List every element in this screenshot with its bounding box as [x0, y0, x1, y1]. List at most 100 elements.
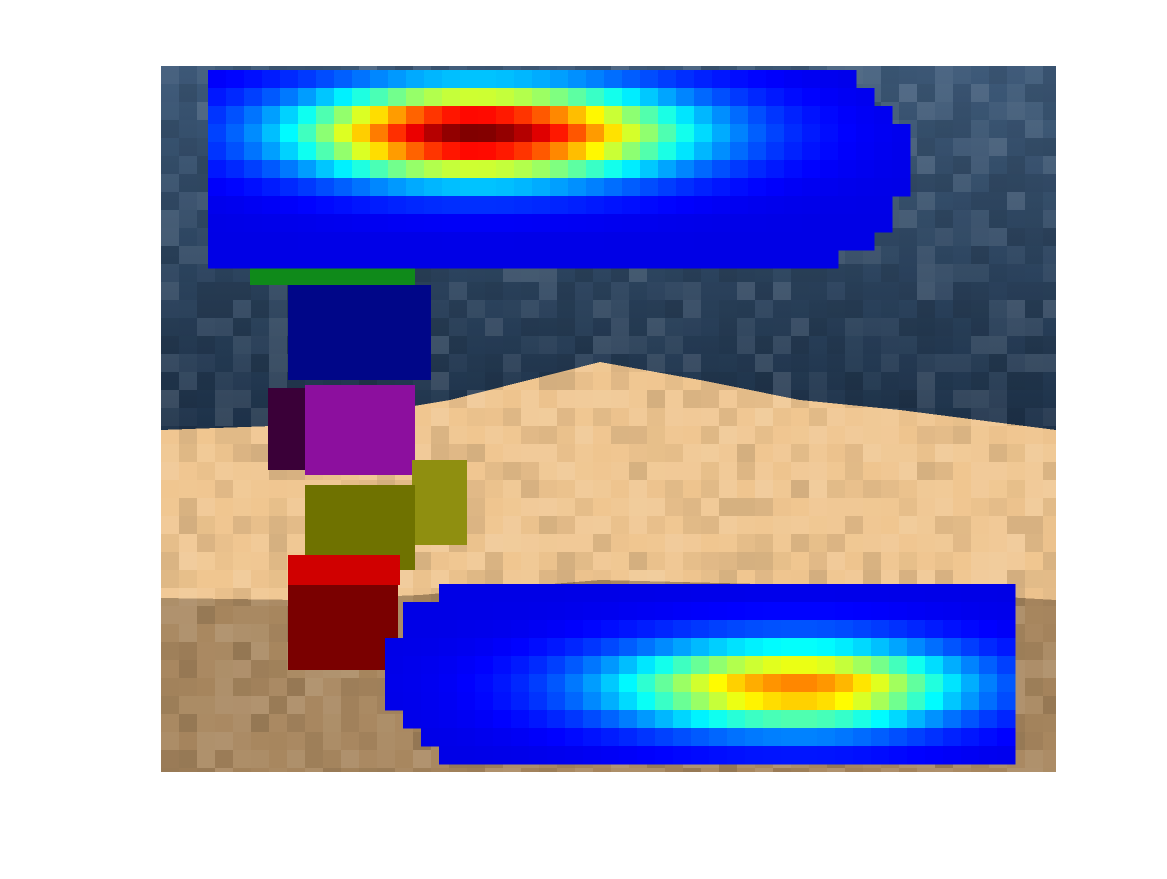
texture-pixel: [845, 768, 863, 772]
texture-pixel: [557, 354, 575, 372]
texture-pixel: [899, 66, 917, 84]
heatmap-cell: [262, 214, 281, 233]
texture-pixel: [323, 714, 341, 732]
texture-pixel: [593, 336, 611, 354]
texture-pixel: [755, 570, 773, 588]
texture-pixel: [629, 408, 647, 426]
heatmap-cell: [547, 746, 566, 765]
heatmap-cell: [802, 88, 821, 107]
heatmap-cell: [961, 656, 980, 675]
texture-pixel: [953, 426, 971, 444]
texture-pixel: [593, 300, 611, 318]
heatmap-cell: [583, 692, 602, 711]
texture-pixel: [971, 462, 989, 480]
heatmap-cell: [568, 88, 587, 107]
heatmap-cell: [604, 214, 623, 233]
texture-pixel: [251, 732, 269, 750]
texture-pixel: [575, 354, 593, 372]
texture-pixel: [1007, 570, 1025, 588]
heatmap-cell: [370, 214, 389, 233]
texture-pixel: [647, 444, 665, 462]
heatmap-cell: [784, 250, 803, 269]
heatmap-cell: [961, 710, 980, 729]
heatmap-cell: [691, 692, 710, 711]
heatmap-cell: [226, 250, 245, 269]
texture-pixel: [755, 480, 773, 498]
texture-pixel: [917, 300, 935, 318]
texture-pixel: [179, 462, 197, 480]
heatmap-cell: [496, 178, 515, 197]
texture-pixel: [845, 444, 863, 462]
texture-pixel: [467, 372, 485, 390]
heatmap-cell: [442, 124, 461, 143]
texture-pixel: [269, 750, 287, 768]
texture-pixel: [755, 282, 773, 300]
texture-pixel: [485, 462, 503, 480]
heatmap-cell: [586, 142, 605, 161]
heatmap-cell: [604, 124, 623, 143]
texture-pixel: [1043, 210, 1056, 228]
texture-pixel: [917, 84, 935, 102]
texture-pixel: [539, 390, 557, 408]
texture-pixel: [935, 66, 953, 84]
heatmap-cell: [496, 88, 515, 107]
texture-pixel: [845, 534, 863, 552]
heatmap-cell: [676, 142, 695, 161]
texture-pixel: [215, 390, 233, 408]
texture-pixel: [575, 516, 593, 534]
heatmap-cell: [835, 602, 854, 621]
texture-pixel: [647, 768, 665, 772]
texture-pixel: [431, 282, 449, 300]
heatmap-cell: [748, 106, 767, 125]
purple-block: [305, 385, 415, 475]
texture-pixel: [575, 462, 593, 480]
heatmap-cell: [943, 602, 962, 621]
heatmap-cell: [604, 250, 623, 269]
texture-pixel: [539, 318, 557, 336]
heatmap-cell: [334, 250, 353, 269]
texture-pixel: [413, 750, 431, 768]
heatmap-cell: [979, 584, 998, 603]
heatmap-cell: [727, 674, 746, 693]
texture-pixel: [1043, 246, 1061, 264]
heatmap-cell: [442, 232, 461, 251]
texture-pixel: [791, 354, 809, 372]
texture-pixel: [1043, 444, 1056, 462]
texture-pixel: [575, 318, 593, 336]
texture-pixel: [269, 318, 287, 336]
texture-pixel: [431, 552, 449, 570]
texture-pixel: [989, 372, 1007, 390]
heatmap-cell: [316, 178, 335, 197]
texture-pixel: [503, 408, 521, 426]
heatmap-cell: [565, 710, 584, 729]
texture-pixel: [179, 714, 197, 732]
texture-pixel: [485, 552, 503, 570]
texture-pixel: [251, 588, 269, 606]
texture-pixel: [881, 66, 899, 84]
texture-pixel: [701, 570, 719, 588]
heatmap-cell: [583, 674, 602, 693]
texture-pixel: [881, 354, 899, 372]
texture-pixel: [647, 462, 665, 480]
heatmap-cell: [694, 70, 713, 89]
heatmap-cell: [442, 250, 461, 269]
texture-pixel: [989, 246, 1007, 264]
heatmap-cell: [712, 142, 731, 161]
heatmap-cell: [820, 232, 839, 251]
texture-pixel: [233, 678, 251, 696]
heatmap-cell: [421, 674, 440, 693]
texture-pixel: [863, 390, 881, 408]
heatmap-cell: [496, 214, 515, 233]
texture-pixel: [251, 300, 269, 318]
heatmap-cell: [979, 692, 998, 711]
heatmap-cell: [316, 142, 335, 161]
heatmap-cell: [781, 710, 800, 729]
heatmap-cell: [943, 620, 962, 639]
texture-pixel: [269, 660, 287, 678]
heatmap-cell: [388, 232, 407, 251]
heatmap-cell: [709, 728, 728, 747]
heatmap-cell: [550, 88, 569, 107]
texture-pixel: [521, 318, 539, 336]
texture-pixel: [431, 300, 449, 318]
heatmap-cell: [694, 142, 713, 161]
